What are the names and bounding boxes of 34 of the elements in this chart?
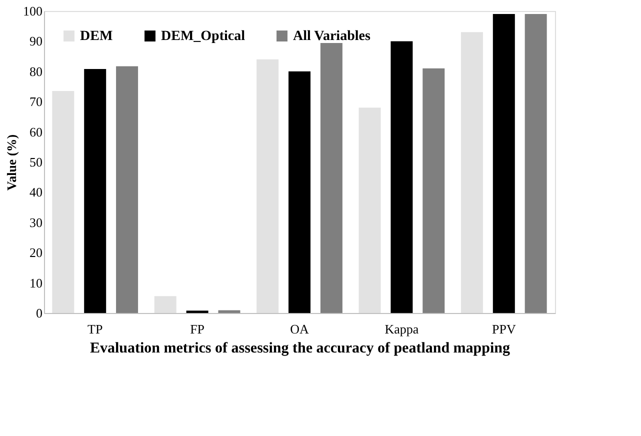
bar [524,14,547,313]
bar [84,68,106,313]
y-tick-label: 80 [30,64,42,79]
legend-label: All Variables [293,29,371,44]
bar [422,68,445,313]
y-tick-label: 70 [30,94,42,110]
y-tick-label: 90 [30,34,42,49]
x-tick-label: OA [290,322,310,336]
bar [460,32,483,313]
legend-label: DEM_Optical [161,29,246,44]
y-tick-label: 30 [30,214,42,230]
bar [492,14,515,313]
bar [154,296,176,313]
y-tick-label: 0 [36,306,42,320]
bar [52,91,74,313]
bar [288,71,310,313]
bar [218,310,240,313]
bar [358,108,381,313]
bar [116,66,138,313]
legend-label: DEM [80,29,113,44]
y-tick-label: 50 [30,154,42,170]
bar [256,59,279,313]
y-axis-title: Value (%) [4,134,19,191]
y-tick-label: 10 [30,275,42,290]
bar [390,41,413,313]
x-tick-label: Kappa [384,322,419,336]
y-tick-label: 60 [30,124,42,140]
y-tick-label: 40 [30,184,42,200]
x-axis-title: Evaluation metrics of assessing the accuracy of peatland mapping [90,340,510,356]
y-tick-label: 100 [23,4,42,18]
y-tick-label: 20 [30,245,42,260]
x-tick-label: PPV [492,322,516,336]
x-tick-label: TP [88,322,103,336]
x-tick-label: FP [190,322,205,336]
